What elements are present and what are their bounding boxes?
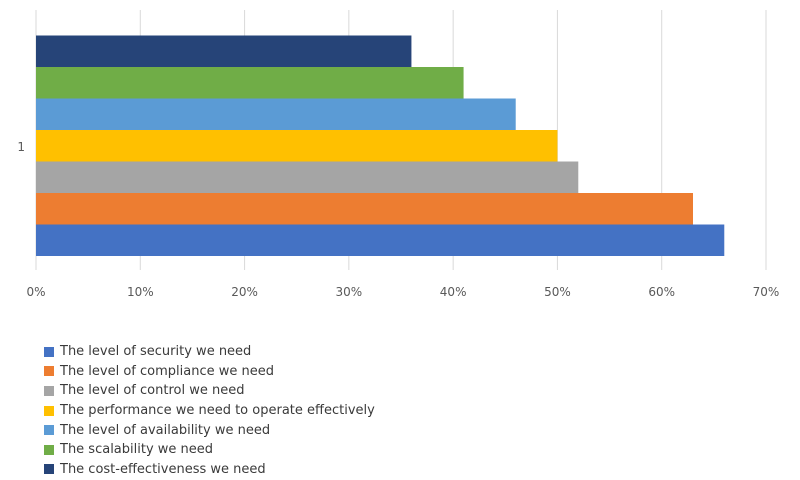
x-tick-label: 0% (26, 285, 45, 299)
category-label: 1 (17, 140, 25, 154)
bar (36, 224, 725, 256)
legend-item: The level of availability we need (44, 420, 375, 440)
bar (36, 193, 693, 225)
bar-chart: 0% 10% 20% 30% 40% 50% 60% 70% 1 (17, 10, 779, 299)
legend-label: The scalability we need (60, 442, 214, 458)
legend-label: The level of security we need (60, 344, 252, 360)
x-tick-label: 30% (336, 285, 363, 299)
x-tick-label: 20% (231, 285, 258, 299)
legend-label: The level of control we need (60, 383, 245, 399)
legend-swatch (44, 425, 54, 436)
bars (36, 35, 725, 256)
legend-label: The cost-effectiveness we need (60, 461, 266, 477)
x-tick-label: 60% (648, 285, 675, 299)
legend-label: The level of compliance we need (60, 363, 274, 379)
legend-label: The level of availability we need (60, 422, 271, 438)
legend-item: The level of control we need (44, 381, 375, 401)
legend-item: The level of security we need (44, 342, 375, 362)
legend-item: The scalability we need (44, 440, 375, 460)
x-tick-label: 10% (127, 285, 154, 299)
bar (36, 67, 464, 99)
legend-item: The level of compliance we need (44, 362, 375, 382)
legend-swatch (44, 346, 54, 357)
legend-item: The performance we need to operate effec… (44, 401, 375, 421)
x-tick-label: 70% (753, 285, 780, 299)
x-axis-ticks: 0% 10% 20% 30% 40% 50% 60% 70% (26, 285, 779, 299)
bar (36, 161, 579, 193)
legend-swatch (44, 405, 54, 416)
legend-swatch (44, 366, 54, 377)
legend: The level of security we need The level … (44, 342, 375, 479)
x-tick-label: 50% (544, 285, 571, 299)
legend-swatch (44, 444, 54, 455)
bar (36, 130, 558, 162)
bar (36, 98, 516, 130)
legend-item: The cost-effectiveness we need (44, 460, 375, 480)
bar (36, 35, 412, 67)
legend-label: The performance we need to operate effec… (60, 403, 375, 419)
legend-swatch (44, 464, 54, 475)
x-tick-label: 40% (440, 285, 467, 299)
legend-swatch (44, 385, 54, 396)
